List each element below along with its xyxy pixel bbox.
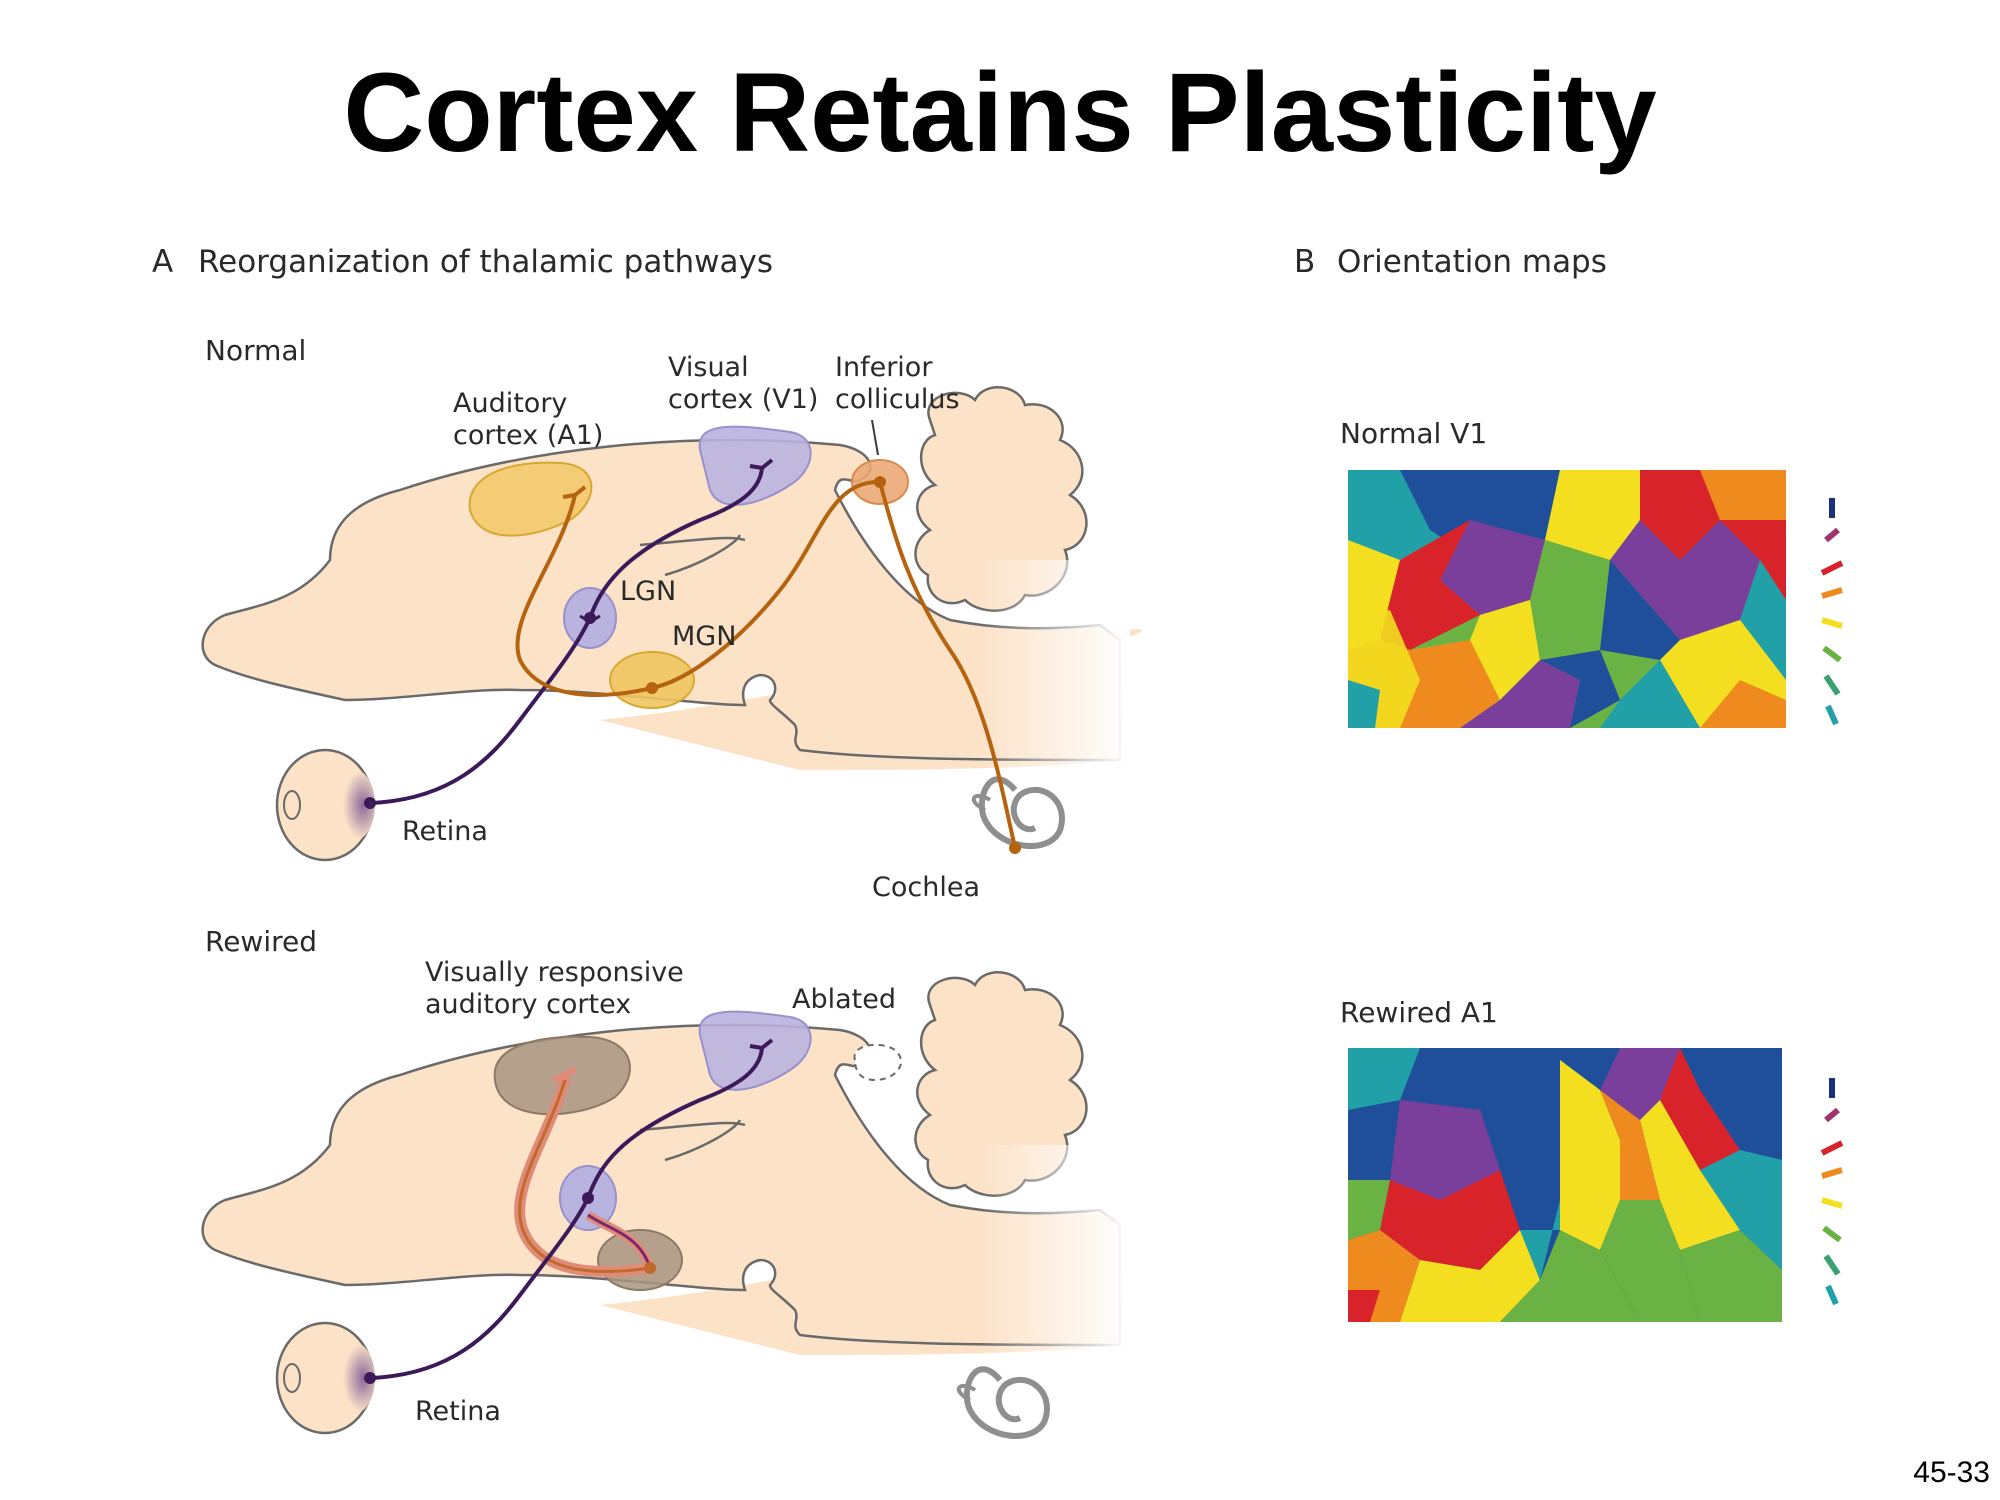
normal-label: Normal [205,334,306,367]
visual-cortex-area-rewired [698,1010,812,1091]
normal-map-label: Normal V1 [1340,417,1487,450]
rewired-label: Rewired [205,925,317,958]
orientation-key-rewired [1820,1078,1844,1306]
panel-a-title: Reorganization of thalamic pathways [198,244,773,280]
eye-rewired [275,1321,375,1435]
mgn-area [609,651,695,709]
rewired-map-label: Rewired A1 [1340,996,1498,1029]
cochlea-rewired [956,1366,1050,1439]
orientation-key-normal [1820,498,1844,726]
label-mgn: MGN [672,621,736,652]
rewired-a1-map [1348,1048,1782,1322]
panel-b-title: Orientation maps [1337,244,1607,280]
normal-v1-map [1348,470,1786,728]
panel-a-heading: A Reorganization of thalamic pathways [152,244,773,280]
auditory-cortex-area [468,461,593,537]
eye-normal [275,748,375,862]
label-retina-rewired: Retina [415,1396,501,1427]
label-lgn: LGN [620,576,676,607]
forebrain [201,438,1122,762]
normal-brain-diagram: Normal [201,334,1143,903]
label-visually-responsive: Visually responsive auditory cortex [425,957,692,1020]
slide-number: 45-33 [1913,1456,1990,1489]
label-visual-cortex: Visual cortex (V1) [668,352,818,415]
panel-b-heading: B Orientation maps [1294,244,1607,280]
forebrain-rewired [201,1023,1122,1347]
panel-b-letter: B [1294,244,1315,280]
panel-a-letter: A [152,244,173,280]
label-cochlea: Cochlea [872,872,980,903]
label-retina-normal: Retina [402,816,488,847]
label-auditory-cortex: Auditory cortex (A1) [453,388,603,451]
label-ablated: Ablated [792,984,896,1015]
slide-title: Cortex Retains Plasticity [343,50,1657,175]
auditory-pathway-normal [515,479,1017,849]
rewired-brain-diagram: Rewired [201,925,1130,1439]
ablated-colliculus [853,1043,903,1082]
mgn-area-rewired [597,1229,683,1291]
cochlea-normal [971,776,1065,849]
label-inferior-colliculus: Inferior colliculus [835,352,960,415]
